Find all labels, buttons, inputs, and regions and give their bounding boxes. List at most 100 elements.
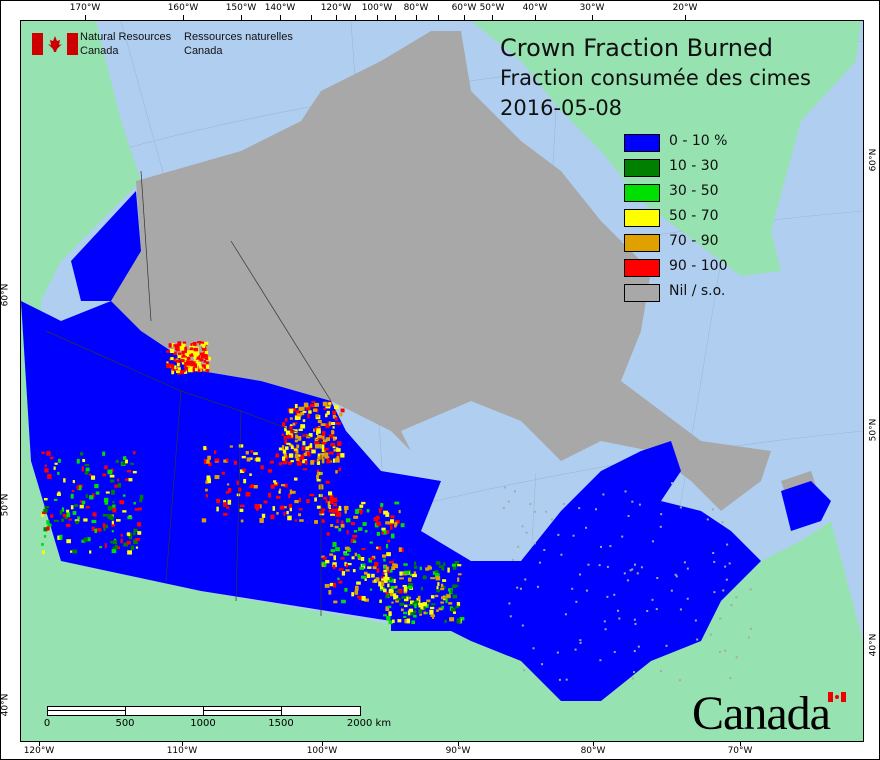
nodata-pixel xyxy=(579,641,582,644)
burn-pixel xyxy=(451,563,456,567)
nodata-pixel xyxy=(603,620,606,623)
burn-pixel xyxy=(193,350,198,355)
nodata-pixel xyxy=(679,506,682,509)
nodata-pixel xyxy=(735,596,738,599)
burn-pixel xyxy=(104,465,108,470)
burn-pixel xyxy=(384,572,388,576)
burn-pixel xyxy=(287,430,291,435)
nodata-pixel xyxy=(514,490,517,493)
burn-pixel xyxy=(179,346,185,351)
burn-pixel xyxy=(395,590,400,593)
top-tick-label: 170°W xyxy=(69,3,101,13)
map-frame[interactable] xyxy=(20,20,864,742)
nodata-pixel xyxy=(718,651,721,654)
burn-pixel xyxy=(57,535,62,540)
burn-pixel xyxy=(397,589,403,594)
top-tick-mark xyxy=(377,15,378,20)
burn-pixel xyxy=(448,602,453,605)
burn-pixel xyxy=(108,514,112,519)
burn-pixel xyxy=(285,446,289,450)
scale-label: 1000 xyxy=(190,718,216,729)
burn-pixel xyxy=(340,523,345,528)
burn-pixel xyxy=(91,519,97,524)
burn-pixel xyxy=(302,419,306,422)
burn-pixel xyxy=(184,362,187,368)
legend-swatch-6 xyxy=(624,284,660,302)
burn-pixel xyxy=(107,505,113,511)
burn-pixel xyxy=(110,479,115,483)
burn-pixel xyxy=(85,494,88,498)
burn-pixel xyxy=(299,454,305,460)
burn-pixel xyxy=(321,519,325,523)
burn-pixel xyxy=(316,460,321,465)
burn-pixel xyxy=(338,580,343,584)
burn-pixel xyxy=(426,599,431,602)
burn-pixel xyxy=(323,562,327,567)
nodata-pixel xyxy=(651,540,654,543)
burn-pixel xyxy=(338,467,341,472)
burn-pixel xyxy=(192,342,197,346)
burn-pixel xyxy=(233,460,237,465)
nodata-pixel xyxy=(678,679,681,682)
burn-pixel xyxy=(259,518,264,523)
nodata-pixel xyxy=(579,639,582,642)
burn-pixel xyxy=(332,445,336,449)
burn-pixel xyxy=(330,549,335,553)
burn-pixel xyxy=(392,563,397,566)
burn-pixel xyxy=(329,451,334,455)
top-tick-mark xyxy=(241,15,242,20)
burn-pixel xyxy=(371,555,376,560)
burn-pixel xyxy=(321,431,326,436)
burn-pixel xyxy=(296,460,302,466)
burn-pixel xyxy=(177,341,182,346)
top-tick-label: 60°W xyxy=(451,3,477,13)
burn-pixel xyxy=(308,410,312,414)
nodata-pixel xyxy=(737,481,740,484)
burn-pixel xyxy=(346,530,349,535)
burn-pixel xyxy=(418,609,423,614)
burn-pixel xyxy=(294,453,299,459)
burn-pixel xyxy=(344,561,347,567)
burn-pixel xyxy=(394,585,398,589)
nodata-pixel xyxy=(627,514,630,517)
burn-pixel xyxy=(173,358,178,362)
burn-pixel xyxy=(204,341,209,345)
nodata-pixel xyxy=(511,558,514,561)
burn-pixel xyxy=(182,350,188,353)
scale-label: 1500 xyxy=(268,718,294,729)
burn-pixel xyxy=(295,434,299,439)
burn-pixel xyxy=(331,422,336,426)
top-tick-label: 100°W xyxy=(361,3,393,13)
burn-pixel xyxy=(189,365,193,369)
burn-pixel xyxy=(407,610,411,616)
legend-swatch-1 xyxy=(624,159,660,177)
burn-pixel xyxy=(248,457,253,460)
burn-pixel xyxy=(134,508,139,511)
burn-pixel xyxy=(330,524,334,527)
burn-pixel xyxy=(76,458,80,464)
burn-pixel xyxy=(275,495,281,499)
top-tick-mark xyxy=(183,15,184,20)
top-tick-mark xyxy=(416,15,417,20)
burn-pixel xyxy=(90,475,96,480)
burn-pixel xyxy=(329,434,334,438)
burn-pixel xyxy=(354,590,359,595)
burn-pixel xyxy=(188,350,194,354)
burn-pixel xyxy=(306,499,310,504)
nodata-pixel xyxy=(728,562,731,565)
burn-pixel xyxy=(325,423,330,429)
burn-pixel xyxy=(295,449,299,454)
nodata-pixel xyxy=(724,649,727,652)
burn-pixel xyxy=(429,566,433,570)
burn-pixel xyxy=(94,483,99,489)
nodata-pixel xyxy=(706,482,709,485)
burn-pixel xyxy=(43,527,48,532)
burn-pixel xyxy=(192,344,195,349)
burn-pixel xyxy=(91,526,95,531)
burn-pixel xyxy=(189,347,193,352)
burn-pixel xyxy=(425,603,429,608)
fire-map[interactable] xyxy=(21,21,863,741)
burn-pixel xyxy=(176,367,181,372)
burn-pixel xyxy=(280,484,286,487)
burn-pixel xyxy=(114,544,118,550)
